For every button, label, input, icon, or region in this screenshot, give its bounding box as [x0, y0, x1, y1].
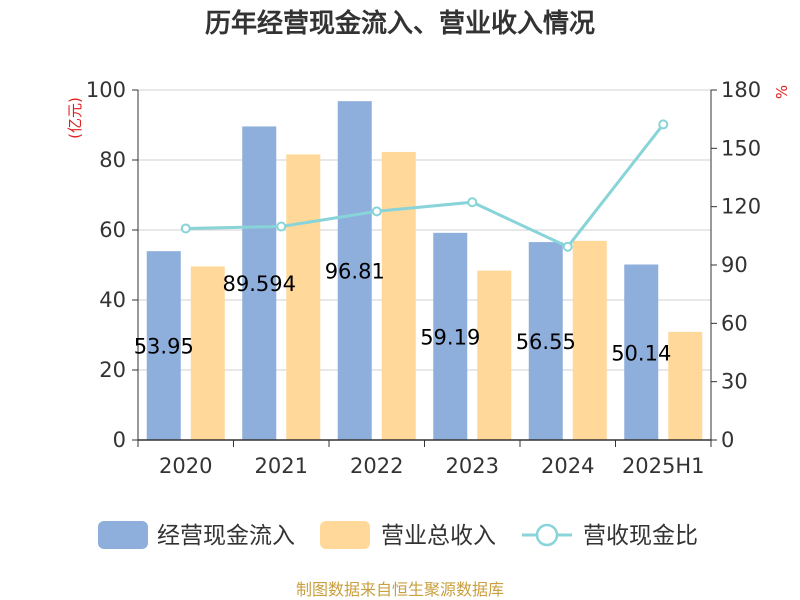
- y-right-tick-label: 60: [721, 311, 748, 335]
- x-tick-label: 2021: [255, 454, 308, 478]
- data-label: 53.95: [134, 335, 194, 359]
- bar-cash-inflow: [624, 264, 659, 440]
- bar-cash-inflow: [337, 101, 372, 440]
- y-right-tick-label: 90: [721, 253, 748, 277]
- y-left-tick-label: 80: [99, 148, 126, 172]
- bar-total-revenue: [572, 240, 607, 440]
- data-label: 59.19: [420, 325, 480, 349]
- data-label: 96.81: [325, 260, 385, 284]
- bar-total-revenue: [286, 154, 321, 440]
- bar-total-revenue: [668, 331, 703, 440]
- line-point: [467, 197, 478, 208]
- y-left-tick-label: 100: [86, 78, 126, 102]
- x-tick-label: 2023: [446, 454, 499, 478]
- legend-label: 经营现金流入: [157, 523, 295, 549]
- data-label: 50.14: [611, 341, 671, 365]
- x-tick-label: 2022: [350, 454, 403, 478]
- line-point: [658, 119, 669, 130]
- legend-label: 营收现金比: [583, 523, 698, 549]
- bar-cash-inflow: [242, 126, 277, 440]
- source-note: 制图数据来自恒生聚源数据库: [296, 580, 504, 599]
- y-right-tick-label: 150: [721, 136, 761, 160]
- x-tick-label: 2024: [541, 454, 594, 478]
- y-left-tick-label: 20: [99, 358, 126, 382]
- y-left-tick-label: 60: [99, 218, 126, 242]
- line-point: [276, 221, 287, 232]
- bar-total-revenue: [477, 270, 512, 440]
- x-tick-label: 2020: [159, 454, 212, 478]
- legend: 经营现金流入 营业总收入 营收现金比: [98, 521, 698, 549]
- y-right-tick-label: 120: [721, 195, 761, 219]
- legend-swatch-cash-inflow: [98, 521, 148, 549]
- y-right-unit: %: [773, 85, 791, 99]
- bar-cash-inflow: [528, 242, 563, 440]
- legend-swatch-total-revenue: [320, 521, 370, 549]
- bar-total-revenue: [190, 266, 225, 440]
- legend-marker-ratio: [535, 523, 559, 547]
- y-left-tick-label: 40: [99, 288, 126, 312]
- data-label: 56.55: [516, 330, 576, 354]
- line-series: [180, 119, 669, 252]
- y-right-tick-label: 0: [721, 428, 734, 452]
- bar-cash-inflow: [433, 232, 468, 440]
- legend-label: 营业总收入: [381, 523, 496, 549]
- chart-title: 历年经营现金流入、营业收入情况: [205, 8, 595, 39]
- line-point: [180, 223, 191, 234]
- y-left-unit: (亿元): [66, 97, 84, 139]
- y-left-tick-label: 0: [113, 428, 126, 452]
- bar-cash-inflow: [146, 251, 181, 440]
- x-tick-label: 2025H1: [622, 454, 705, 478]
- line-point: [562, 241, 573, 252]
- y-right-tick-label: 30: [721, 370, 748, 394]
- data-label: 89.594: [223, 272, 296, 296]
- line-point: [371, 206, 382, 217]
- y-right-tick-label: 180: [721, 78, 761, 102]
- axes: 0 20 40 60 80 100 0 30 60 90 120 150 180 2020 2021 2022…: [86, 78, 761, 478]
- data-labels: 53.95 89.594 96.81 59.19 56.55 50.14: [134, 260, 672, 366]
- bar-total-revenue: [381, 151, 416, 440]
- bars: [146, 101, 703, 440]
- line-revenue-cash-ratio: [185, 123, 665, 249]
